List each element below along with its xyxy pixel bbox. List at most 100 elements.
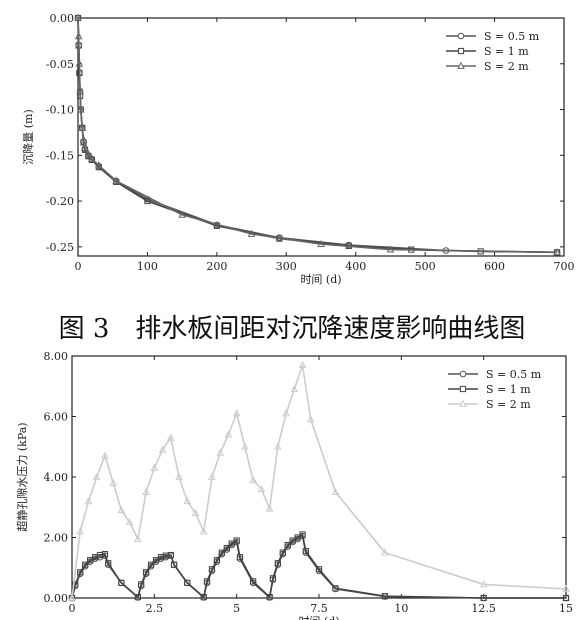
data-point xyxy=(332,585,339,592)
x-axis-label: 时间 (d) xyxy=(300,273,341,286)
y-axis-label: 超静孔隙水压力 (kPa) xyxy=(15,422,29,531)
legend-label: S = 2 m xyxy=(484,60,529,73)
y-tick-label: 4.00 xyxy=(44,471,69,484)
data-point xyxy=(92,472,101,480)
data-point xyxy=(273,442,282,450)
legend-label: S = 0.5 m xyxy=(486,368,542,381)
data-point xyxy=(203,578,211,585)
data-point xyxy=(138,581,145,588)
figure-caption: 图 3 排水板间距对沉降速度影响曲线图 xyxy=(59,314,526,344)
data-point xyxy=(247,229,256,237)
data-point xyxy=(233,537,240,544)
series-3 xyxy=(68,360,570,601)
series-line xyxy=(71,364,567,599)
legend-marker xyxy=(457,47,465,55)
data-point xyxy=(147,561,155,568)
data-point xyxy=(88,154,96,162)
data-point xyxy=(68,593,76,601)
data-point xyxy=(381,548,389,556)
data-point xyxy=(208,472,216,480)
x-tick-label: 700 xyxy=(554,260,575,273)
pore-pressure-chart: 0 2.5 5 7.5 10 12.5 15 0.00 2.00 4.00 6.00 8.00 时间 (… xyxy=(15,350,573,620)
x-tick-label: 5 xyxy=(233,602,240,615)
data-point xyxy=(480,594,487,602)
x-tick-label: 300 xyxy=(276,260,297,273)
legend-marker xyxy=(459,370,467,378)
data-point xyxy=(284,541,291,549)
series-3 xyxy=(74,13,561,256)
data-point xyxy=(218,549,225,556)
y-tick-label: -0.05 xyxy=(46,58,74,71)
data-point xyxy=(175,472,183,480)
legend-marker xyxy=(457,61,465,69)
legend-label: S = 1 m xyxy=(486,383,531,396)
data-point xyxy=(167,551,174,559)
data-point xyxy=(72,581,79,588)
data-point xyxy=(298,360,307,368)
data-point xyxy=(79,135,88,143)
data-point xyxy=(553,248,561,256)
data-point xyxy=(101,451,109,459)
data-point xyxy=(166,433,175,441)
data-point xyxy=(101,551,109,558)
data-point xyxy=(223,544,230,552)
series-line xyxy=(71,533,566,599)
data-point xyxy=(208,566,216,573)
y-tick-label: 6.00 xyxy=(44,411,69,424)
data-point xyxy=(76,105,85,113)
x-tick-label: 0 xyxy=(69,602,76,615)
data-point xyxy=(302,548,309,555)
data-point xyxy=(315,566,323,573)
data-point xyxy=(250,578,257,585)
data-point xyxy=(279,549,286,556)
data-point xyxy=(81,143,89,151)
data-point xyxy=(74,13,82,21)
data-point xyxy=(236,554,244,561)
data-point xyxy=(183,496,192,505)
data-point xyxy=(241,442,249,450)
data-point xyxy=(142,487,150,496)
data-point xyxy=(274,560,281,567)
data-point xyxy=(170,561,178,568)
legend-marker xyxy=(457,32,465,40)
data-point xyxy=(386,245,395,253)
y-tick-label: 0.00 xyxy=(44,592,69,605)
data-point xyxy=(84,150,93,158)
plot-frame xyxy=(77,17,565,257)
x-tick-label: 0 xyxy=(75,260,82,273)
x-tick-label: 600 xyxy=(484,260,505,273)
data-point xyxy=(331,487,340,496)
data-point xyxy=(184,579,191,586)
data-point xyxy=(143,569,150,576)
x-tick-label: 400 xyxy=(345,260,366,273)
y-tick-label: 2.00 xyxy=(44,532,69,545)
data-point xyxy=(78,123,87,131)
legend-label: S = 2 m xyxy=(486,398,531,411)
x-tick-label: 15 xyxy=(559,602,573,615)
data-point xyxy=(134,593,141,601)
data-point xyxy=(257,484,266,492)
data-point xyxy=(199,527,208,535)
x-tick-label: 10 xyxy=(394,602,408,615)
data-point xyxy=(134,534,142,542)
data-point xyxy=(118,579,125,586)
data-point xyxy=(299,531,306,538)
data-point xyxy=(76,86,84,95)
data-point xyxy=(317,239,325,247)
data-point xyxy=(150,463,159,471)
data-point xyxy=(232,409,241,417)
data-point xyxy=(224,430,233,438)
data-point xyxy=(112,176,121,184)
x-axis-label: 时间 (d) xyxy=(298,615,339,620)
data-point xyxy=(562,594,570,602)
x-tick-label: 12.5 xyxy=(471,602,496,615)
data-point xyxy=(306,415,315,423)
data-point xyxy=(381,593,388,600)
y-axis-label: 沉降量 (m) xyxy=(21,109,35,165)
y-tick-label: -0.25 xyxy=(46,241,74,254)
data-point xyxy=(266,593,273,601)
x-tick-label: 500 xyxy=(415,260,436,273)
x-tick-label: 2.5 xyxy=(146,602,164,615)
y-tick-label: -0.15 xyxy=(46,149,74,162)
legend-marker xyxy=(459,385,467,393)
